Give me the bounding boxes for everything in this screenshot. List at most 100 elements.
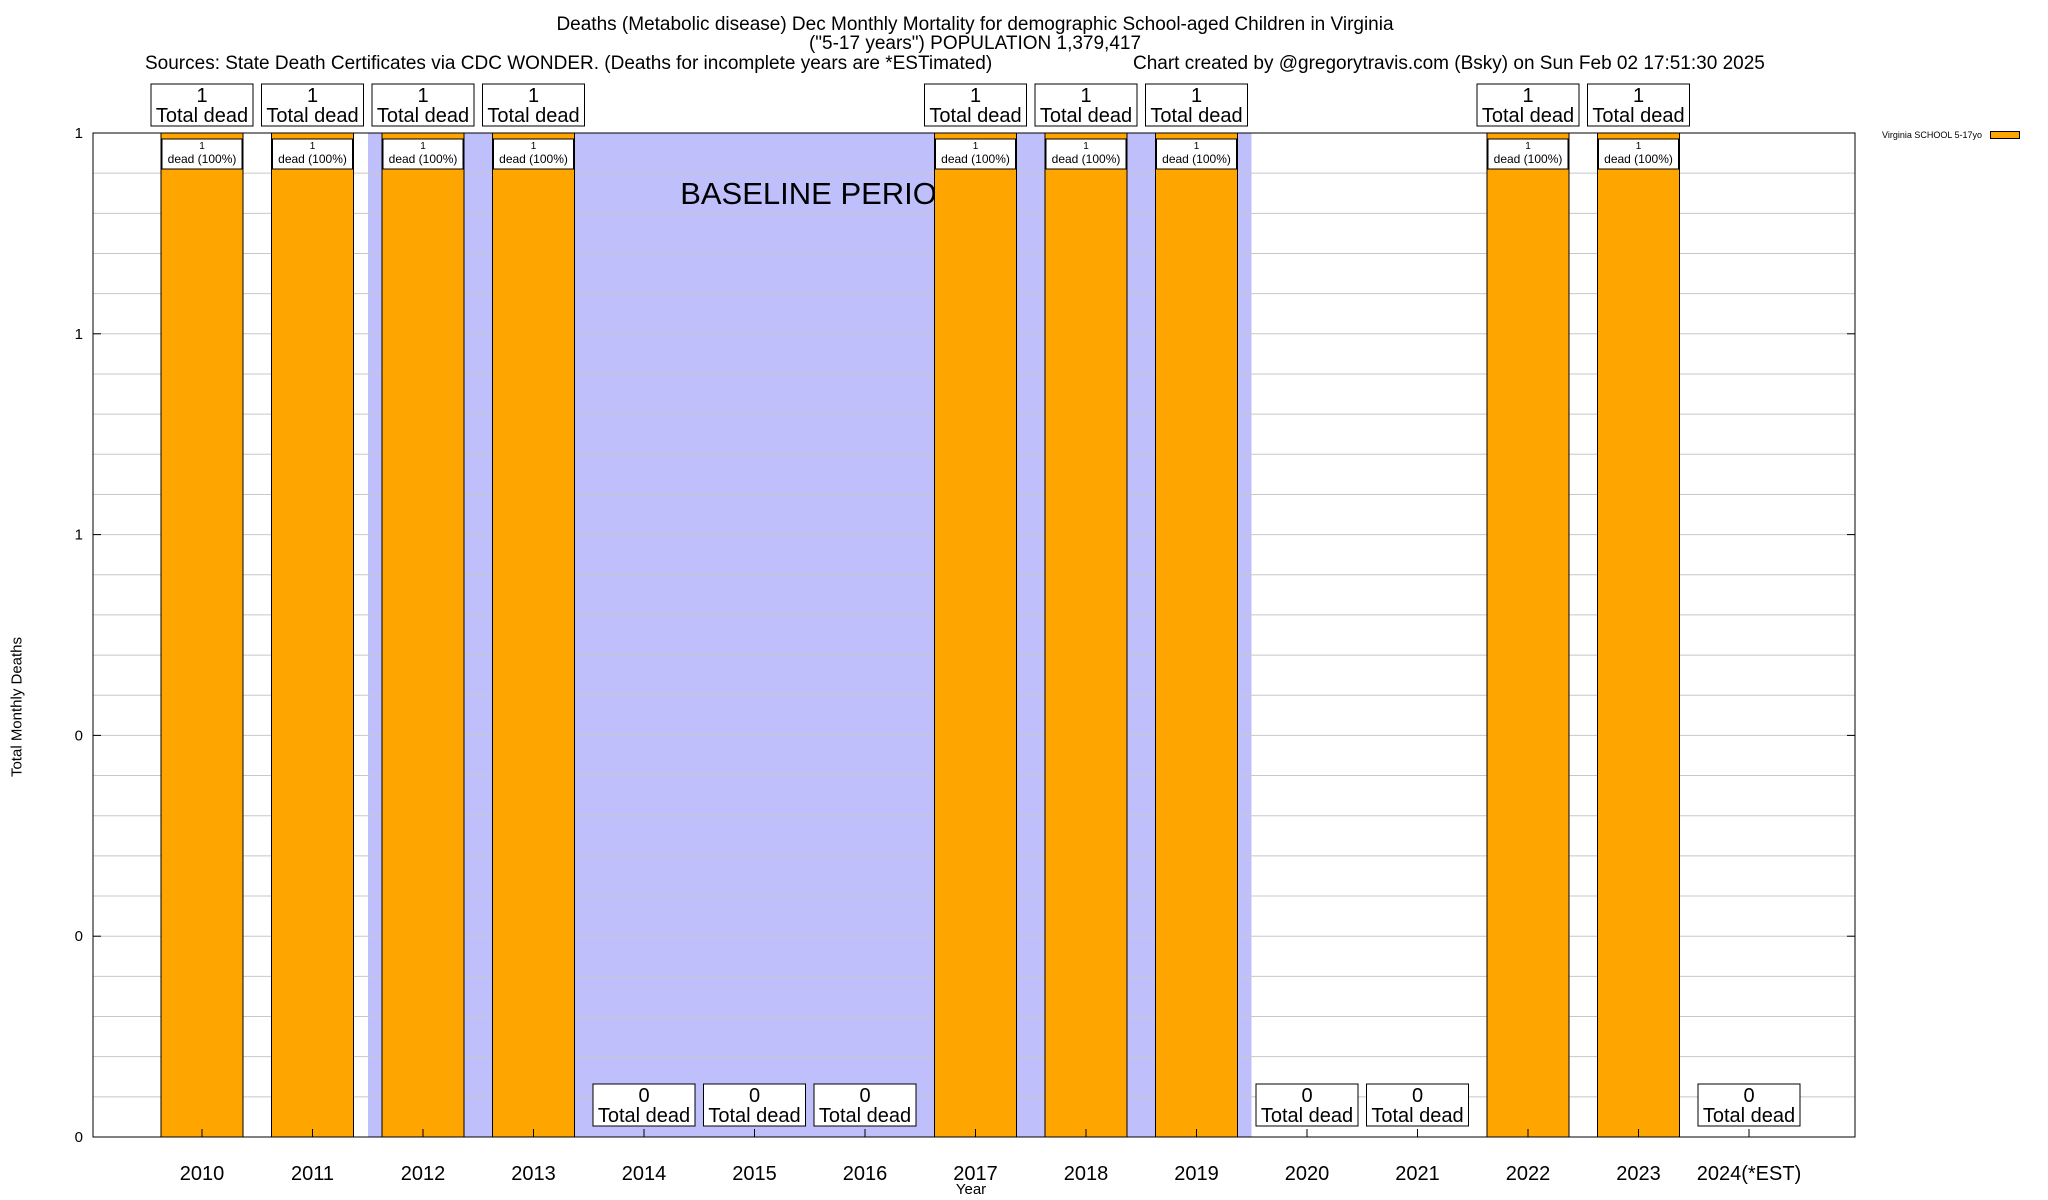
- total-count: 0: [749, 1085, 760, 1107]
- total-label-box: [1587, 83, 1690, 127]
- bar-inner-label: dead (100%): [941, 152, 1010, 166]
- total-label: Total dead: [266, 105, 358, 127]
- x-tick-label: 2021: [1395, 1163, 1440, 1185]
- bar-inner-count: 1: [531, 141, 537, 152]
- total-label: Total dead: [487, 105, 579, 127]
- x-tick-label: 2022: [1506, 1163, 1551, 1185]
- total-label-box: [1034, 83, 1138, 127]
- y-tick-label: 1: [75, 125, 83, 142]
- total-label-box: [703, 1083, 806, 1127]
- total-label: Total dead: [1482, 105, 1574, 127]
- legend-swatch: [1990, 131, 2021, 139]
- x-axis-label: Year: [955, 1181, 987, 1198]
- total-count: 1: [307, 85, 318, 107]
- x-tick-label: 2011: [291, 1163, 334, 1185]
- total-count: 1: [1522, 85, 1533, 107]
- legend-label: Virginia SCHOOL 5-17yo: [1882, 130, 1983, 140]
- bar: [381, 132, 465, 1138]
- total-label: Total dead: [598, 1105, 690, 1127]
- total-count: 1: [1633, 85, 1644, 107]
- total-label: Total dead: [1703, 1105, 1795, 1127]
- bar: [160, 132, 244, 1138]
- total-count: 0: [859, 1085, 870, 1107]
- total-label: Total dead: [1150, 105, 1242, 127]
- total-label: Total dead: [1592, 105, 1684, 127]
- total-count: 0: [638, 1085, 649, 1107]
- x-tick-label: 2017: [953, 1163, 998, 1185]
- total-count: 1: [528, 85, 539, 107]
- chart-subtitle: ("5-17 years") POPULATION 1,379,417: [808, 33, 1142, 54]
- bar-inner-label-box: [1598, 138, 1679, 170]
- bar-inner-label: dead (100%): [389, 152, 458, 166]
- total-label: Total dead: [1261, 1105, 1353, 1127]
- total-label-box: [924, 83, 1027, 127]
- y-tick-label: 1: [75, 527, 83, 544]
- total-label-box: [1366, 1083, 1469, 1127]
- total-count: 0: [1412, 1085, 1423, 1107]
- bar-inner-label-box: [272, 138, 353, 170]
- bar-inner-count: 1: [1194, 141, 1200, 152]
- total-count: 1: [196, 85, 207, 107]
- bar-inner-count: 1: [420, 141, 426, 152]
- total-label-box: [592, 1083, 696, 1127]
- baseline-label: BASELINE PERIOD: [680, 176, 959, 211]
- y-tick-label: 1: [75, 326, 83, 343]
- total-label-box: [1145, 83, 1248, 127]
- bar-inner-label: dead (100%): [1162, 152, 1231, 166]
- total-count: 0: [1743, 1085, 1754, 1107]
- bar-inner-label: dead (100%): [499, 152, 568, 166]
- bar-inner-count: 1: [1083, 141, 1089, 152]
- total-count: 1: [970, 85, 981, 107]
- total-label: Total dead: [929, 105, 1021, 127]
- total-label-box: [1255, 1083, 1359, 1127]
- total-label: Total dead: [708, 1105, 800, 1127]
- bar-inner-label-box: [1487, 138, 1569, 170]
- bar-inner-label: dead (100%): [1604, 152, 1673, 166]
- total-count: 1: [1191, 85, 1202, 107]
- bar-inner-label-box: [1156, 138, 1237, 170]
- bar-inner-label-box: [1045, 138, 1127, 170]
- bar-inner-count: 1: [310, 141, 316, 152]
- total-label-box: [482, 83, 585, 127]
- bar-inner-label-box: [382, 138, 464, 170]
- total-label: Total dead: [377, 105, 469, 127]
- total-label-box: [813, 1083, 917, 1127]
- bar: [1155, 132, 1238, 1138]
- total-label-box: [371, 83, 475, 127]
- bar-inner-label: dead (100%): [278, 152, 347, 166]
- x-tick-label: 2023: [1616, 1163, 1661, 1185]
- total-label: Total dead: [1371, 1105, 1463, 1127]
- bar: [492, 132, 575, 1138]
- total-label: Total dead: [1040, 105, 1132, 127]
- bar-inner-label: dead (100%): [1052, 152, 1121, 166]
- x-tick-label: 2015: [732, 1163, 777, 1185]
- total-count: 0: [1301, 1085, 1312, 1107]
- bar-inner-count: 1: [1636, 141, 1642, 152]
- bar-inner-label: dead (100%): [1494, 152, 1563, 166]
- bar-inner-label-box: [161, 138, 243, 170]
- total-count: 1: [417, 85, 428, 107]
- legend: Virginia SCHOOL 5-17yo: [1882, 130, 2021, 140]
- bar-inner-count: 1: [973, 141, 979, 152]
- bar-inner-label-box: [493, 138, 574, 170]
- bar-inner-count: 1: [1525, 141, 1531, 152]
- y-tick-label: 0: [75, 727, 83, 744]
- bar-inner-count: 1: [199, 141, 205, 152]
- x-tick-label: 2019: [1174, 1163, 1219, 1185]
- x-tick-label: 2018: [1064, 1163, 1109, 1185]
- chart-credit: Chart created by @gregorytravis.com (Bsk…: [1133, 53, 1765, 74]
- sources-note: Sources: State Death Certificates via CD…: [145, 53, 993, 74]
- x-tick-label: 2014: [622, 1163, 667, 1185]
- total-label-box: [261, 83, 364, 127]
- total-label-box: [1476, 83, 1580, 127]
- y-tick-label: 0: [75, 1129, 83, 1146]
- bar-inner-label: dead (100%): [168, 152, 237, 166]
- x-tick-label: 2016: [843, 1163, 888, 1185]
- y-tick-label: 0: [75, 928, 83, 945]
- x-tick-label: 2010: [180, 1163, 225, 1185]
- total-count: 1: [1080, 85, 1091, 107]
- bar-inner-label-box: [935, 138, 1016, 170]
- plot-frame: [92, 132, 1856, 1138]
- x-tick-label: 2024(*EST): [1697, 1163, 1802, 1185]
